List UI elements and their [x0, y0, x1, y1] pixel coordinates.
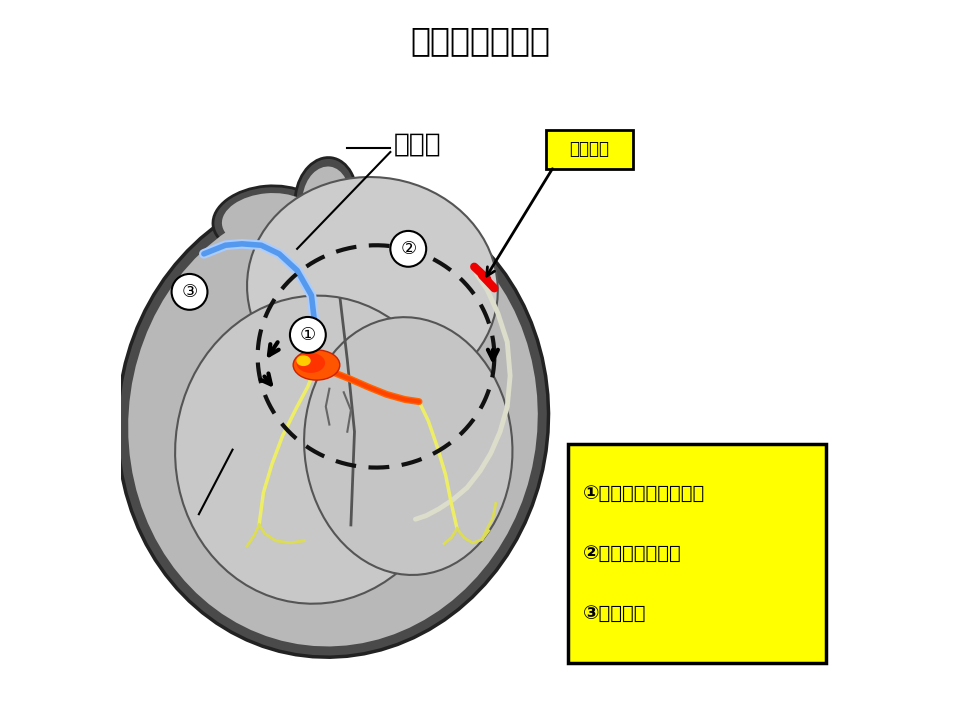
Ellipse shape — [302, 166, 349, 230]
Text: ①: ① — [300, 326, 316, 344]
Ellipse shape — [297, 353, 325, 373]
Text: ②: ② — [400, 240, 417, 258]
FancyBboxPatch shape — [546, 130, 633, 168]
Circle shape — [290, 317, 325, 353]
Polygon shape — [117, 185, 548, 657]
Ellipse shape — [162, 390, 217, 481]
Text: ①房室結節回帰性頻拍: ①房室結節回帰性頻拍 — [583, 484, 705, 503]
Ellipse shape — [222, 193, 315, 247]
Text: ③: ③ — [181, 283, 198, 301]
Ellipse shape — [213, 186, 324, 254]
Text: ②房室回帰性頻拍: ②房室回帰性頻拍 — [583, 544, 682, 563]
FancyBboxPatch shape — [567, 444, 827, 663]
Ellipse shape — [293, 350, 340, 380]
Ellipse shape — [297, 356, 311, 366]
Circle shape — [172, 274, 207, 310]
Polygon shape — [304, 317, 513, 575]
Circle shape — [391, 231, 426, 267]
Text: 副伝導路: 副伝導路 — [569, 140, 610, 158]
Text: 発作性上室頻拍: 発作性上室頻拍 — [410, 24, 550, 58]
Text: ヒス束: ヒス束 — [394, 132, 442, 158]
Text: ③心房頻拍: ③心房頻拍 — [583, 604, 646, 624]
Polygon shape — [175, 296, 455, 604]
Polygon shape — [129, 196, 538, 647]
Ellipse shape — [156, 381, 224, 490]
Ellipse shape — [295, 158, 356, 240]
Polygon shape — [247, 177, 498, 400]
